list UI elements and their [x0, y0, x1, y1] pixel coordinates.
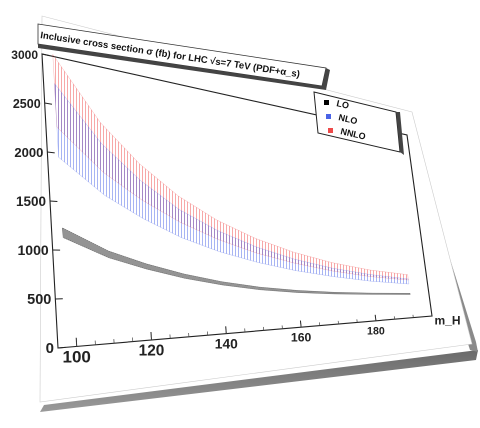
- x-tick-label-180: 180: [367, 325, 385, 337]
- canvas-shadow-bottom: [40, 350, 478, 412]
- x-axis-label: m_H: [435, 314, 461, 328]
- axes: 100 120 140 160 180 m_H 0 500 1000 1500 2000 2500 30…: [11, 48, 460, 366]
- y-tick-3000: [41, 53, 50, 57]
- legend-marker-nnlo: [328, 128, 333, 133]
- y-tick-2000: [47, 151, 55, 154]
- legend-label-nlo: NLO: [338, 112, 359, 126]
- x-tick-label-140: 140: [215, 336, 238, 351]
- legend-marker-nlo: [326, 114, 331, 119]
- x-tick-label-120: 120: [139, 342, 165, 359]
- y-tick-0: [57, 346, 66, 349]
- y-tick-label-1500: 1500: [16, 194, 46, 209]
- band-lo: [62, 227, 411, 295]
- legend-marker-lo: [324, 100, 329, 105]
- y-tick-label-2500: 2500: [13, 97, 41, 111]
- band-nlo: [54, 82, 410, 285]
- y-tick-label-500: 500: [27, 292, 51, 308]
- y-tick-label-0: 0: [46, 340, 54, 357]
- legend-shadow: [396, 112, 404, 155]
- y-tick-label-1000: 1000: [18, 242, 49, 258]
- bands: [52, 53, 411, 295]
- y-tick-label-3000: 3000: [11, 48, 38, 62]
- y-tick-2500: [44, 102, 53, 105]
- x-tick-label-100: 100: [63, 347, 91, 366]
- x-tick-label-160: 160: [291, 330, 312, 344]
- legend-label-lo: LO: [336, 98, 350, 111]
- y-tick-label-2000: 2000: [14, 145, 43, 160]
